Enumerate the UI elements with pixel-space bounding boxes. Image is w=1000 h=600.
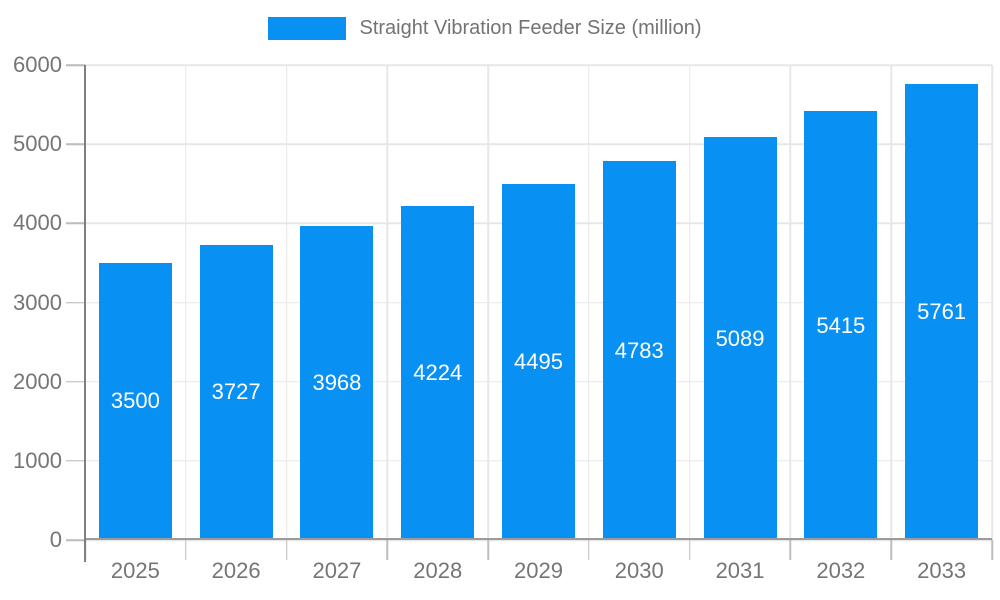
x-tick-label: 2025	[110, 558, 160, 583]
bar-value-label: 4495	[514, 349, 563, 375]
bar-2030[interactable]: 4783	[602, 161, 676, 540]
x-axis-tick	[890, 540, 892, 560]
x-tick-label: 2029	[514, 558, 563, 583]
x-tick-label: 2033	[917, 558, 967, 583]
x-axis-tick	[487, 540, 489, 560]
bar-value-label: 4224	[413, 359, 463, 385]
x-axis-tick	[285, 540, 288, 560]
x-gridline	[386, 65, 389, 540]
x-tick-label: 2028	[413, 558, 463, 583]
x-axis-tick	[386, 540, 389, 560]
x-gridline	[588, 65, 590, 540]
y-axis-tick	[66, 64, 85, 66]
y-axis-line	[84, 65, 86, 562]
x-gridline	[688, 65, 691, 540]
y-axis-tick	[66, 380, 85, 383]
y-tick-label: 3000	[13, 289, 62, 315]
x-axis-line	[85, 538, 992, 540]
x-axis-tick	[185, 540, 187, 560]
y-gridline	[66, 539, 992, 541]
y-tick-label: 5000	[13, 131, 62, 157]
y-axis-tick	[66, 539, 85, 541]
x-axis-labels: 2025 2026 2027 2028 2029 2030 2031 2032 2033	[85, 558, 992, 590]
y-tick-label: 4000	[13, 210, 62, 236]
y-tick-label: 1000	[13, 447, 62, 473]
legend-label: Straight Vibration Feeder Size (million)	[359, 17, 702, 39]
x-tick-label: 2030	[614, 558, 664, 583]
x-axis-tick	[588, 540, 590, 560]
x-gridline	[789, 65, 792, 540]
bar-value-label: 5089	[715, 325, 765, 351]
plot-area: 3500 3727 3968 4224 4495 4783 5089 5415 5761	[66, 64, 993, 562]
x-gridline	[487, 65, 489, 540]
bar-2029[interactable]: 4495	[501, 184, 576, 540]
x-tick-label: 2031	[715, 558, 765, 583]
y-tick-label: 6000	[13, 52, 62, 77]
bar-value-label: 5761	[917, 298, 967, 324]
y-axis-labels: 0 1000 2000 3000 4000 5000 6000	[0, 52, 62, 552]
bar-2031[interactable]: 5089	[703, 137, 777, 540]
x-axis-tick	[991, 540, 993, 560]
y-axis-tick	[66, 460, 85, 462]
x-tick-label: 2032	[816, 558, 866, 583]
bar-2033[interactable]: 5761	[905, 83, 979, 540]
x-gridline	[890, 65, 892, 540]
x-tick-label: 2026	[211, 558, 261, 583]
bar-2025[interactable]: 3500	[98, 262, 172, 540]
bar-value-label: 3968	[312, 369, 362, 395]
x-tick-label: 2027	[312, 558, 362, 583]
bar-value-label: 4783	[614, 337, 664, 363]
legend-swatch-icon	[268, 17, 347, 40]
y-gridline	[66, 64, 992, 66]
bar-2028[interactable]: 4224	[401, 205, 475, 540]
x-axis-tick	[688, 540, 691, 560]
bar-2027[interactable]: 3968	[300, 225, 374, 540]
x-gridline	[185, 65, 187, 540]
bar-value-label: 3727	[211, 379, 261, 405]
y-tick-label: 0	[49, 527, 62, 552]
bar-2032[interactable]: 5415	[804, 111, 878, 540]
x-axis-tick	[789, 540, 792, 560]
y-gridline	[66, 143, 992, 145]
y-axis-tick	[66, 222, 85, 225]
bar-value-label: 3500	[110, 388, 160, 414]
bar-2026[interactable]: 3727	[199, 244, 273, 540]
legend-item[interactable]: Straight Vibration Feeder Size (million)	[0, 17, 970, 40]
y-tick-label: 2000	[13, 368, 62, 394]
bar-value-label: 5415	[816, 312, 866, 338]
x-gridline	[285, 65, 288, 540]
y-axis-tick	[66, 143, 85, 145]
x-gridline	[991, 65, 993, 540]
y-axis-tick	[66, 301, 85, 304]
